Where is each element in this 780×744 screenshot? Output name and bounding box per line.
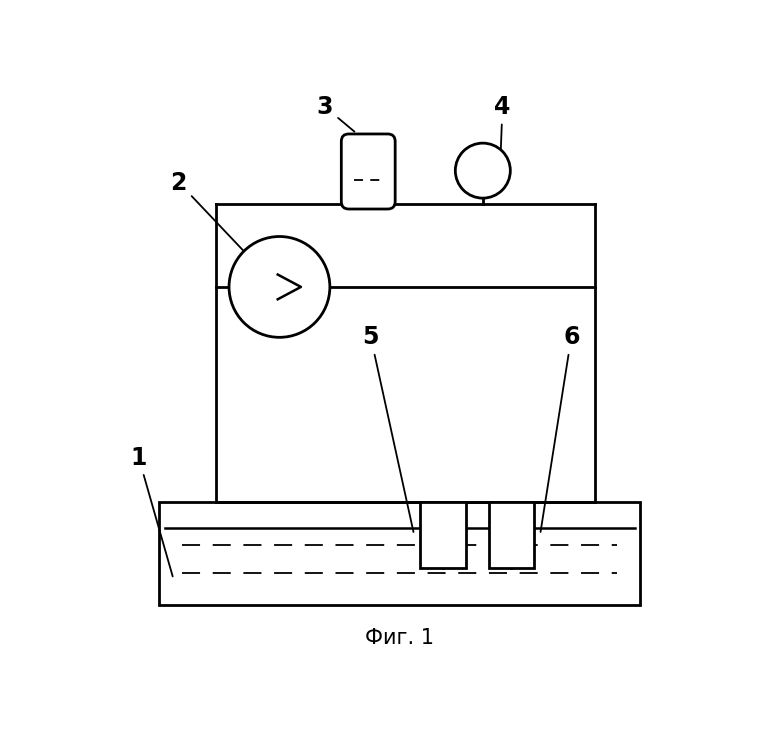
Bar — [488, 501, 534, 568]
Bar — [159, 501, 640, 605]
Text: 3: 3 — [317, 95, 354, 132]
Bar — [420, 501, 466, 568]
Text: 5: 5 — [363, 325, 413, 532]
Text: 1: 1 — [130, 446, 172, 577]
Text: 4: 4 — [495, 95, 511, 150]
Text: 6: 6 — [541, 325, 580, 532]
Text: Фиг. 1: Фиг. 1 — [365, 628, 434, 648]
FancyBboxPatch shape — [342, 134, 395, 209]
Circle shape — [229, 237, 330, 337]
Text: 2: 2 — [171, 170, 245, 252]
Circle shape — [456, 143, 510, 198]
